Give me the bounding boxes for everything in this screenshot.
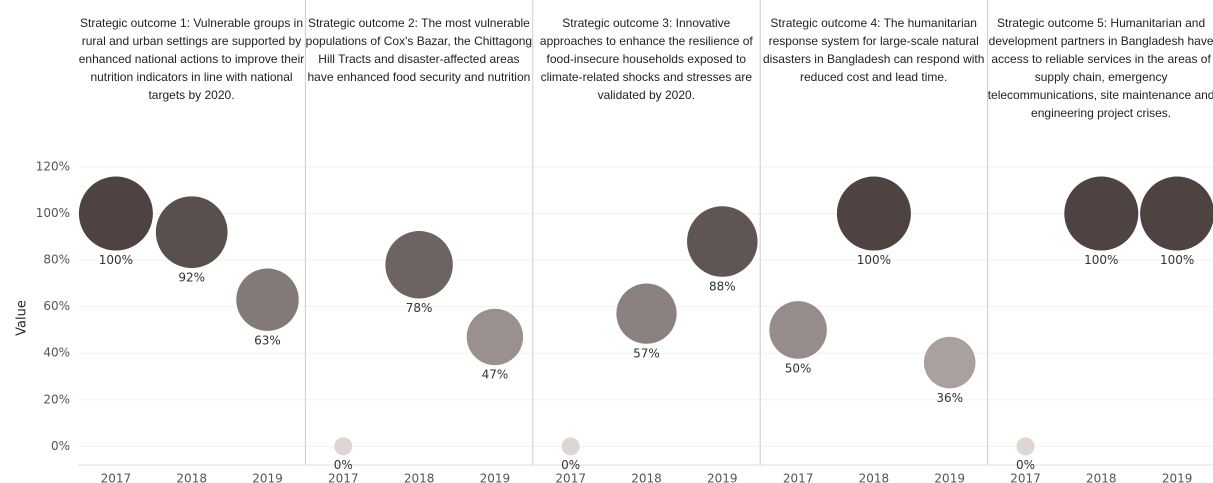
bubble [236,268,299,331]
bubble [687,206,758,277]
value-label: 50% [785,361,812,375]
bubble [1016,437,1035,456]
x-tick-label: 2017 [328,472,359,483]
value-label: 92% [178,271,205,285]
bubble [769,301,827,359]
panel-title: Strategic outcome 1: Vulnerable groups i… [78,16,305,102]
y-tick-label: 100% [36,206,70,220]
value-label: 0% [1016,458,1035,472]
bubble [923,336,976,389]
value-label: 63% [254,333,281,347]
x-tick-label: 2019 [934,472,965,483]
y-tick-label: 20% [43,392,70,406]
x-tick-label: 2018 [1086,472,1117,483]
value-label: 36% [936,391,963,405]
value-label: 0% [561,458,580,472]
x-tick-label: 2018 [859,472,890,483]
value-label: 100% [1160,253,1194,267]
bubble [466,308,524,366]
panel-title: Strategic outcome 4: The humanitarian re… [762,16,985,84]
value-label: 78% [406,301,433,315]
value-label: 88% [709,279,736,293]
bubble [78,176,153,251]
bubble [334,437,353,456]
x-tick-label: 2018 [404,472,435,483]
y-tick-label: 40% [43,346,70,360]
value-label: 100% [857,253,891,267]
y-tick-label: 0% [51,439,70,453]
value-label: 57% [633,346,660,360]
x-tick-label: 2017 [783,472,814,483]
panel-title: Strategic outcome 3: Innovative approach… [539,16,753,102]
value-label: 100% [1084,253,1118,267]
panel-title: Strategic outcome 5: Humanitarian and de… [987,16,1213,120]
bubble [616,283,677,344]
x-tick-label: 2019 [480,472,511,483]
x-tick-label: 2017 [1010,472,1041,483]
y-tick-label: 120% [36,159,70,173]
x-tick-label: 2019 [707,472,738,483]
x-tick-label: 2017 [101,472,132,483]
x-tick-label: 2017 [555,472,586,483]
bubble [1140,176,1213,251]
bubble [836,176,911,251]
x-tick-label: 2018 [176,472,207,483]
x-tick-label: 2019 [252,472,283,483]
bubble [155,196,228,269]
panel-title: Strategic outcome 2: The most vulnerable… [305,16,533,84]
y-tick-label: 80% [43,253,70,267]
x-tick-label: 2018 [631,472,662,483]
bubble [1064,176,1139,251]
y-tick-label: 60% [43,299,70,313]
x-tick-label: 2019 [1162,472,1193,483]
value-label: 47% [482,368,509,382]
y-axis-label: Value [15,300,30,336]
value-label: 100% [99,253,133,267]
bubble [561,437,580,456]
bubble [385,231,453,299]
value-label: 0% [334,458,353,472]
